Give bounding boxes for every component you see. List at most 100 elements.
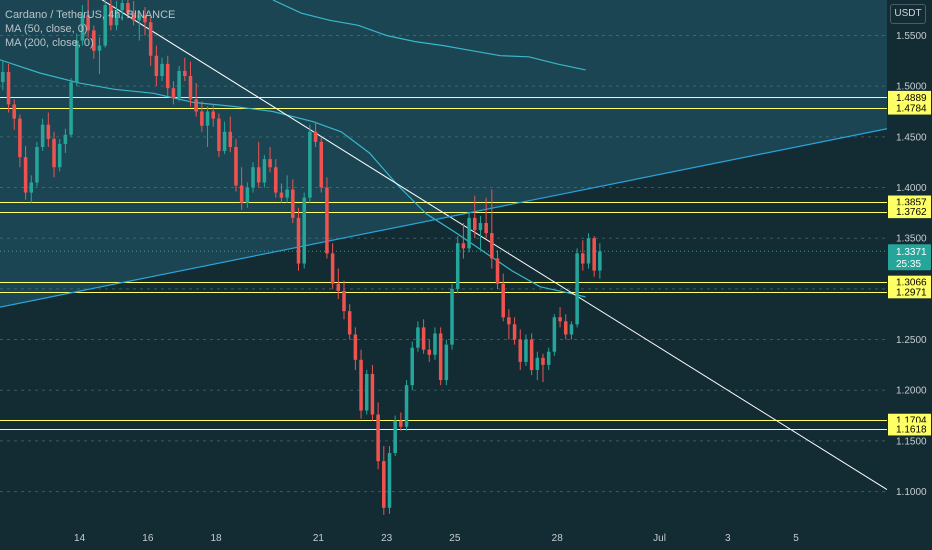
candle [455,236,460,293]
y-tick-label-4: 1.3500 [896,234,927,245]
candle-body [188,76,193,100]
x-tick-label-8: 3 [725,533,731,544]
trendlines [0,0,888,490]
candle [450,283,454,350]
candle [97,37,102,74]
candle-body [228,131,233,147]
candle [239,167,244,210]
candle-body [222,131,227,152]
candle-body [410,347,414,386]
candle-body [120,3,125,11]
y-tick-label-6: 1.2500 [896,335,927,346]
candle-body [347,311,352,335]
candle [228,116,233,153]
candle [40,118,45,152]
candle-body [433,333,437,355]
candle-body [364,374,369,411]
candle [12,99,16,130]
x-tick-label-0: 14 [74,533,86,544]
legend-symbol: Cardano / TetherUS, 4h, BINANCE [5,9,176,21]
candle-body [171,88,176,99]
level-label-0: 1.4889 [896,93,927,104]
candle [438,327,443,386]
candle [29,175,34,203]
candle [109,0,113,31]
candle [387,445,392,514]
level-label-bg-7 [888,422,931,436]
candle [6,63,11,113]
descending-trendline [101,0,888,490]
candle-body [183,70,187,77]
candle-body [6,71,11,105]
candle-body [46,124,51,139]
level-label-bg-3 [888,205,931,219]
candle [211,104,215,127]
candle-body [478,222,483,231]
candle-body [291,189,295,218]
candle [165,55,170,97]
candle [581,240,585,271]
candle-body [29,182,34,193]
candle-body [262,159,267,183]
candle-body [546,351,551,365]
candle-body [393,420,397,454]
candle-body [495,258,500,284]
candle [393,415,397,457]
current-price-label: 1.3371 [896,247,927,258]
candle-body [35,146,39,183]
candle-body [399,420,403,427]
candle [217,113,221,158]
candle [23,145,28,200]
candle-body [598,251,602,271]
currency-button[interactable]: USDT [890,4,926,24]
candle-body [330,253,335,284]
candle [490,189,494,269]
candle [330,243,335,289]
level-label-bg-1 [888,101,931,115]
candle-body [416,327,420,348]
candle-body [382,461,386,508]
candle-body [194,99,198,112]
candle-body [18,118,22,158]
candle-body [455,243,460,289]
candle-body [376,414,380,462]
candle [86,0,90,38]
candle-body [103,5,107,46]
candle [205,106,210,147]
candle [222,121,227,155]
candle-body [279,192,284,198]
candle-body [160,63,164,77]
candle-body [427,349,432,355]
y-tick-label-9: 1.1000 [896,487,927,498]
candle [285,175,289,203]
legend-ma200: MA (200, close, 0) [5,37,94,49]
candle-body [575,253,579,325]
candle-body [205,111,210,126]
candle-body [541,357,545,365]
candle [347,304,352,340]
candle [336,268,341,300]
candle-body [563,321,568,335]
candle-body [137,15,142,21]
candle-body [245,187,250,203]
candle [598,243,602,279]
candle [177,65,181,102]
candle [1,60,5,91]
candle [586,233,591,269]
candle [148,17,153,66]
candle-body [319,141,324,188]
candle-body [217,118,221,152]
candle [319,136,324,193]
candle [535,351,540,381]
candle-body [473,217,477,231]
candle [251,162,255,193]
candle-body [342,290,346,312]
candle [399,412,403,431]
candle [404,380,409,431]
candle-body [256,167,261,183]
candle-body [12,104,16,119]
candle [279,183,284,203]
candle [194,83,198,117]
